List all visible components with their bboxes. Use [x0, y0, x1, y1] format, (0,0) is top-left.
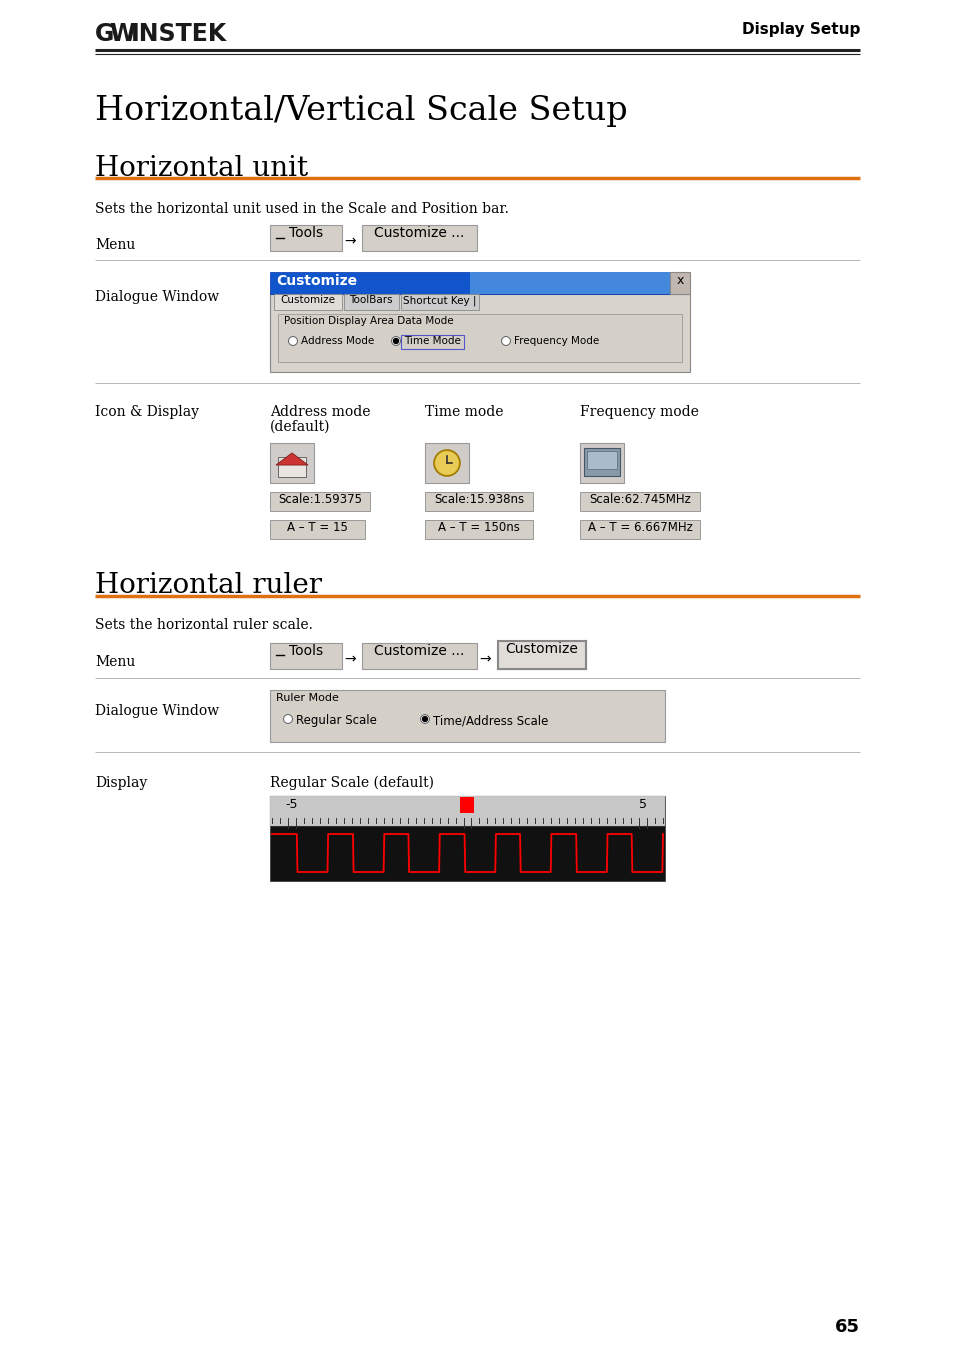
Circle shape [436, 452, 457, 474]
Text: Position Display Area Data Mode: Position Display Area Data Mode [284, 316, 453, 325]
Bar [277, 315, 681, 362]
Circle shape [420, 714, 429, 724]
Circle shape [422, 717, 427, 721]
Text: Menu: Menu [95, 655, 135, 670]
Text: Horizontal/Vertical Scale Setup: Horizontal/Vertical Scale Setup [95, 95, 627, 127]
Text: Customize ...: Customize ... [374, 644, 464, 657]
Bar [270, 690, 664, 743]
Bar [361, 225, 476, 251]
Text: Scale:15.938ns: Scale:15.938ns [434, 493, 523, 506]
Text: Icon & Display: Icon & Display [95, 405, 199, 418]
Text: x: x [676, 274, 683, 288]
Bar [270, 294, 689, 373]
Text: Scale:1.59375: Scale:1.59375 [277, 493, 361, 506]
Bar [270, 443, 314, 483]
Bar [344, 294, 398, 310]
Text: Time/Address Scale: Time/Address Scale [433, 714, 548, 728]
Bar [270, 520, 365, 539]
Circle shape [393, 339, 398, 343]
Bar [470, 271, 669, 294]
Bar [579, 491, 700, 512]
Bar [361, 643, 476, 670]
Text: Shortcut Key |: Shortcut Key | [403, 296, 476, 305]
Text: (default): (default) [270, 420, 330, 433]
Bar [270, 796, 664, 826]
Bar [400, 294, 478, 310]
Bar [424, 520, 533, 539]
Text: G: G [95, 22, 114, 46]
Bar [270, 796, 664, 882]
Text: Menu: Menu [95, 238, 135, 252]
Text: Time Mode: Time Mode [403, 336, 460, 346]
Text: →: → [344, 652, 355, 666]
Bar [270, 491, 370, 512]
Text: Display: Display [95, 776, 147, 790]
Text: A – T = 15: A – T = 15 [286, 521, 347, 535]
Text: A – T = 6.667MHz: A – T = 6.667MHz [587, 521, 692, 535]
Text: Address mode: Address mode [270, 405, 370, 418]
Text: Tools: Tools [289, 644, 323, 657]
Text: A – T = 150ns: A – T = 150ns [437, 521, 519, 535]
Bar [497, 641, 585, 670]
Text: ToolBars: ToolBars [349, 296, 393, 305]
Text: Sets the horizontal unit used in the Scale and Position bar.: Sets the horizontal unit used in the Sca… [95, 202, 508, 216]
Text: Customize: Customize [275, 274, 356, 288]
Polygon shape [275, 454, 308, 464]
Text: Ruler Mode: Ruler Mode [275, 693, 338, 703]
Circle shape [391, 336, 400, 346]
Bar [270, 271, 669, 294]
Text: Scale:62.745MHz: Scale:62.745MHz [588, 493, 690, 506]
Text: W: W [109, 22, 135, 46]
Bar [270, 643, 341, 670]
Text: Customize: Customize [280, 296, 335, 305]
Bar [424, 491, 533, 512]
Bar [277, 458, 306, 477]
Text: 65: 65 [834, 1318, 859, 1336]
Text: Dialogue Window: Dialogue Window [95, 290, 219, 304]
Text: Display Setup: Display Setup [740, 22, 859, 36]
Text: Regular Scale: Regular Scale [295, 714, 376, 728]
Circle shape [501, 336, 510, 346]
Text: -5: -5 [286, 798, 298, 811]
Text: Address Mode: Address Mode [301, 336, 374, 346]
Circle shape [288, 336, 297, 346]
Text: 5: 5 [639, 798, 646, 811]
Text: Tools: Tools [289, 225, 323, 240]
Bar [424, 443, 469, 483]
Text: Regular Scale (default): Regular Scale (default) [270, 776, 434, 790]
Text: →: → [344, 234, 355, 248]
Bar [579, 520, 700, 539]
Text: Horizontal unit: Horizontal unit [95, 155, 308, 182]
Text: Horizontal ruler: Horizontal ruler [95, 572, 322, 599]
Text: Sets the horizontal ruler scale.: Sets the horizontal ruler scale. [95, 618, 313, 632]
Bar [459, 796, 474, 813]
Text: INSTEK: INSTEK [131, 22, 227, 46]
Text: Dialogue Window: Dialogue Window [95, 703, 219, 718]
Text: Time mode: Time mode [424, 405, 503, 418]
Bar [274, 294, 341, 310]
Bar [583, 448, 619, 477]
Bar [579, 443, 623, 483]
Text: Hz: Hz [595, 454, 608, 463]
Text: T: T [462, 798, 471, 809]
Bar [400, 335, 463, 350]
Text: N: N [287, 458, 296, 468]
Bar [270, 225, 341, 251]
Text: →: → [478, 652, 490, 666]
Circle shape [283, 714, 293, 724]
Text: Frequency Mode: Frequency Mode [514, 336, 598, 346]
Circle shape [434, 450, 459, 477]
Text: Frequency mode: Frequency mode [579, 405, 699, 418]
Text: Customize ...: Customize ... [374, 225, 464, 240]
Bar [669, 271, 689, 294]
Bar [586, 451, 617, 468]
Text: Customize: Customize [505, 643, 578, 656]
